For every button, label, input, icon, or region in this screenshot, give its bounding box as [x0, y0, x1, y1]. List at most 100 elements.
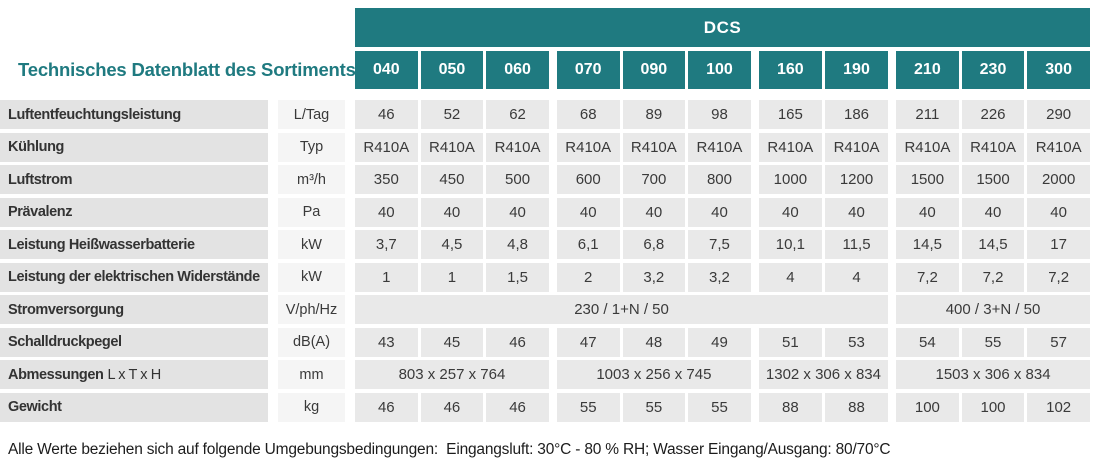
data-cell: 7,2 [896, 262, 959, 292]
data-cell: 54 [896, 327, 959, 357]
value-group: 54 55 57 [896, 327, 1090, 357]
data-cell: 68 [556, 100, 620, 129]
value-group: R410A R410A R410A [896, 132, 1090, 162]
value-group: 1000 1200 [758, 165, 889, 194]
row-values: 46 52 62 68 89 98 165 186 211 226 290 [355, 100, 1090, 129]
data-cell: R410A [824, 132, 889, 162]
row-values: R410A R410A R410A R410A R410A R410A R410A R410A… [355, 132, 1090, 162]
row-label: Abmessungen L x T x H [0, 360, 268, 389]
row-values: 43 45 46 47 48 49 51 53 54 55 57 [355, 327, 1090, 357]
data-cell: 62 [486, 100, 549, 129]
data-cell: 7,2 [1027, 262, 1090, 292]
row-label-text: Luftentfeuchtungsleistung [8, 106, 181, 123]
table-row: Abmessungen L x T x H mm 803 x 257 x 764 100… [0, 360, 1090, 389]
value-group: 2 3,2 3,2 [556, 262, 751, 292]
row-label: Leistung Heißwasserbatterie [0, 230, 268, 259]
data-cell: 55 [556, 392, 620, 422]
model-header-cell: 230 [961, 51, 1025, 89]
row-label: Prävalenz [0, 197, 268, 227]
value-group: 14,5 14,5 17 [896, 230, 1090, 259]
row-values: 40 40 40 40 40 40 40 40 40 40 40 [355, 197, 1090, 227]
value-group: 47 48 49 [556, 327, 751, 357]
data-cell: 14,5 [961, 230, 1025, 259]
data-cell: 4 [824, 262, 889, 292]
row-label-suffix: L x T x H [107, 366, 162, 383]
data-cell: 55 [622, 392, 686, 422]
data-cell: 55 [961, 327, 1025, 357]
row-unit: L/Tag [278, 100, 345, 129]
data-cell: R410A [355, 132, 418, 162]
row-label: Luftentfeuchtungsleistung [0, 100, 268, 129]
table-row: Stromversorgung V/ph/Hz 230 / 1+N / 50 400 … [0, 295, 1090, 324]
data-cell: 800 [688, 165, 751, 194]
data-cell: 51 [758, 327, 822, 357]
table-row: Luftstrom m³/h 350 450 500 600 700 800 1000 1200 1… [0, 165, 1090, 194]
model-header-cell: 070 [556, 51, 620, 89]
model-header-cell: 090 [622, 51, 686, 89]
data-cell: 700 [622, 165, 686, 194]
span-cell: 400 / 3+N / 50 [896, 295, 1090, 324]
span-cell: 230 / 1+N / 50 [355, 295, 889, 324]
model-header-cell: 040 [355, 51, 418, 89]
data-cell: 2000 [1027, 165, 1090, 194]
value-group: 1 1 1,5 [355, 262, 549, 292]
value-group: 40 40 40 [896, 197, 1090, 227]
row-unit: dB(A) [278, 327, 345, 357]
value-group: 6,1 6,8 7,5 [556, 230, 751, 259]
model-header-group: 210 230 300 [896, 51, 1090, 89]
data-cell: 40 [556, 197, 620, 227]
value-group: 55 55 55 [556, 392, 751, 422]
row-label: Schalldruckpegel [0, 327, 268, 357]
span-cell: 1003 x 256 x 745 [556, 360, 751, 389]
data-cell: 11,5 [824, 230, 889, 259]
data-cell: 57 [1027, 327, 1090, 357]
row-unit: Typ [278, 132, 345, 162]
data-cell: 40 [758, 197, 822, 227]
data-cell: 7,2 [961, 262, 1025, 292]
data-cell: 3,7 [355, 230, 418, 259]
data-cell: 100 [896, 392, 959, 422]
table-row: Kühlung Typ R410A R410A R410A R410A R410A R410A… [0, 132, 1090, 162]
data-cell: 290 [1027, 100, 1090, 129]
row-label-text: Stromversorgung [8, 301, 124, 318]
data-cell: 40 [622, 197, 686, 227]
data-cell: 14,5 [896, 230, 959, 259]
value-group: 40 40 40 [556, 197, 751, 227]
row-label-text: Kühlung [8, 139, 64, 155]
data-cell: 46 [355, 100, 418, 129]
data-cell: 98 [688, 100, 751, 129]
data-cell: 1500 [896, 165, 959, 194]
data-cell: 2 [556, 262, 620, 292]
data-cell: 1 [355, 262, 418, 292]
value-group: 1500 1500 2000 [896, 165, 1090, 194]
row-label-text: Schalldruckpegel [8, 334, 122, 350]
data-cell: 49 [688, 327, 751, 357]
data-cell: 88 [758, 392, 822, 422]
data-cell: R410A [556, 132, 620, 162]
data-cell: 43 [355, 327, 418, 357]
row-values: 3,7 4,5 4,8 6,1 6,8 7,5 10,1 11,5 14,5 14,5 17 [355, 230, 1090, 259]
data-cell: 46 [355, 392, 418, 422]
value-group: 46 46 46 [355, 392, 549, 422]
row-label: Kühlung [0, 132, 268, 162]
data-cell: 52 [420, 100, 484, 129]
table-row: Leistung der elektrischen Widerstände kW 1… [0, 262, 1090, 292]
data-cell: R410A [758, 132, 822, 162]
data-cell: 4,5 [420, 230, 484, 259]
data-cell: R410A [1027, 132, 1090, 162]
data-cell: 53 [824, 327, 889, 357]
model-header-cell: 300 [1027, 51, 1090, 89]
page-title: Technisches Datenblatt des Sortiments [18, 59, 356, 80]
data-cell: 1 [420, 262, 484, 292]
data-cell: 40 [961, 197, 1025, 227]
data-cell: 1000 [758, 165, 822, 194]
row-unit: V/ph/Hz [278, 295, 345, 324]
model-header-group: 070 090 100 [556, 51, 751, 89]
data-cell: 40 [486, 197, 549, 227]
data-cell: 1,5 [486, 262, 549, 292]
data-cell: 40 [420, 197, 484, 227]
model-header-row: 040 050 060 070 090 100 160 190 210 230 300 [355, 51, 1090, 89]
data-cell: 40 [1027, 197, 1090, 227]
value-group: 51 53 [758, 327, 889, 357]
data-cell: 450 [420, 165, 484, 194]
